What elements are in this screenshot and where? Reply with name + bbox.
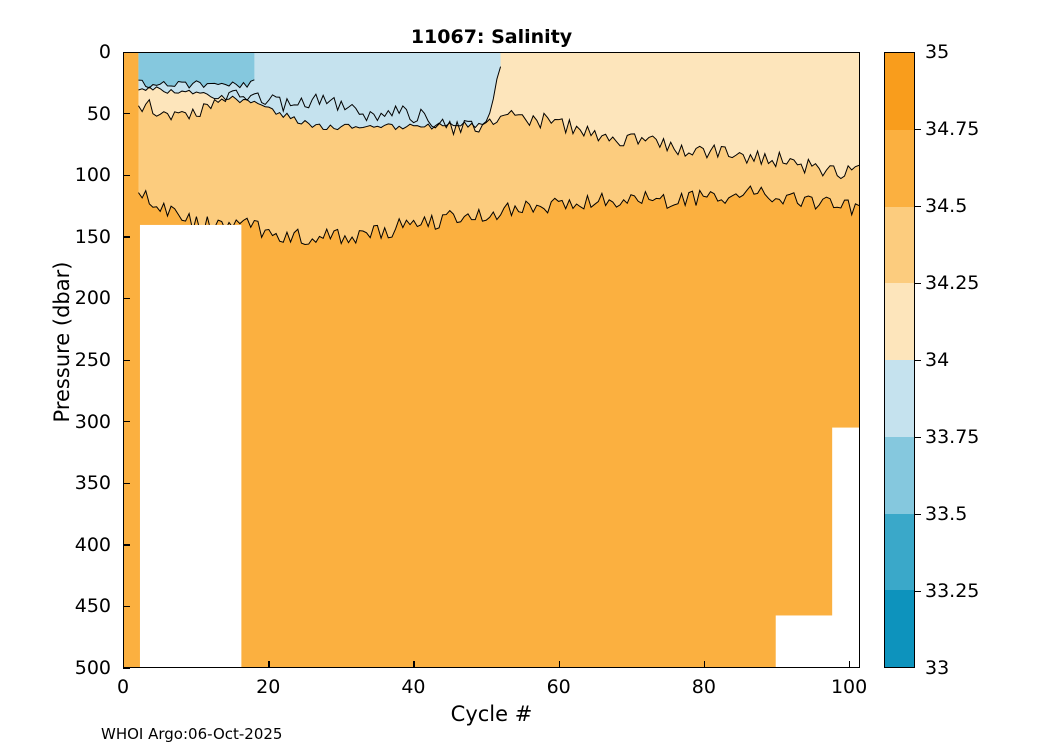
colorbar-tick-label: 33.75: [925, 426, 980, 448]
y-tick-label: 250: [74, 349, 111, 371]
colorbar-tick-mark: [915, 282, 921, 284]
colorbar-band: [885, 283, 914, 360]
y-tick-label: 0: [98, 41, 111, 63]
y-tick-mark: [123, 482, 130, 484]
x-tick-label: 20: [256, 676, 281, 698]
contour-line-34_25: [138, 89, 859, 180]
colorbar-band: [885, 129, 914, 207]
missing-data-rect: [832, 427, 859, 667]
colorbar-tick-mark: [915, 436, 921, 438]
x-tick-label: 100: [830, 676, 868, 698]
y-tick-mark: [123, 421, 130, 423]
y-tick-label: 300: [74, 410, 111, 433]
contour-fill-layer: [124, 53, 859, 667]
x-axis-label: Cycle #: [450, 702, 533, 726]
colorbar-tick-mark: [915, 205, 921, 207]
y-tick-mark: [123, 605, 130, 608]
colorbar-band: [885, 513, 914, 591]
contour-plot-svg: [124, 53, 859, 667]
page-title: 11067: Salinity: [410, 26, 573, 48]
y-tick-mark: [123, 544, 130, 546]
contour-line-34: [138, 66, 502, 131]
y-tick-label: 200: [74, 287, 111, 310]
y-tick-label: 150: [74, 225, 111, 248]
x-tick-label: 80: [691, 676, 716, 698]
y-tick-mark: [123, 113, 130, 115]
fill-33_5-33_75: [138, 53, 255, 88]
colorbar-band: [885, 590, 914, 667]
y-tick-label: 100: [74, 164, 111, 187]
y-tick-mark: [123, 359, 130, 361]
x-tick-label: 40: [401, 676, 426, 698]
contour-line-33_75: [138, 79, 255, 89]
y-tick-mark: [123, 297, 130, 300]
y-tick-label: 500: [74, 657, 111, 679]
y-tick-label: 50: [86, 102, 111, 125]
colorbar-band: [885, 53, 914, 130]
colorbar-band: [885, 206, 914, 284]
contour-line-34_5: [138, 185, 859, 245]
colorbar-tick-label: 35: [925, 41, 950, 63]
y-tick-mark: [123, 667, 130, 669]
y-tick-mark: [123, 236, 130, 238]
x-tick-mark: [268, 661, 270, 668]
colorbar-tick-mark: [915, 128, 921, 130]
colorbar[interactable]: [884, 52, 915, 668]
colorbar-tick-label: 33.25: [925, 580, 980, 602]
x-tick-label: 60: [546, 676, 571, 698]
x-tick-mark: [849, 661, 851, 668]
colorbar-tick-mark: [915, 590, 921, 592]
x-tick-mark: [703, 661, 706, 668]
y-tick-mark: [123, 174, 130, 176]
x-tick-mark: [413, 661, 415, 668]
x-tick-label: 0: [116, 676, 130, 698]
colorbar-tick-mark: [915, 513, 921, 515]
colorbar-tick-label: 34.5: [925, 195, 968, 217]
colorbar-tick-label: 33.5: [925, 503, 968, 525]
missing-data-rect: [139, 224, 242, 667]
colorbar-tick-label: 34.75: [925, 118, 980, 140]
plot-area: [123, 52, 860, 668]
colorbar-band: [885, 360, 914, 437]
colorbar-tick-label: 34.25: [925, 272, 980, 294]
x-tick-mark: [558, 661, 560, 668]
colorbar-tick-label: 34: [925, 349, 950, 371]
y-axis-label: Pressure (dbar): [50, 261, 74, 423]
colorbar-band: [885, 436, 914, 514]
missing-data-regions: [139, 224, 859, 667]
footer-credit: WHOI Argo:06-Oct-2025: [101, 725, 283, 743]
x-tick-mark: [123, 661, 125, 668]
y-tick-label: 350: [74, 472, 111, 495]
colorbar-tick-label: 33: [925, 657, 950, 679]
y-tick-label: 400: [74, 533, 111, 556]
y-tick-label: 450: [74, 595, 111, 618]
colorbar-tick-mark: [915, 359, 921, 361]
